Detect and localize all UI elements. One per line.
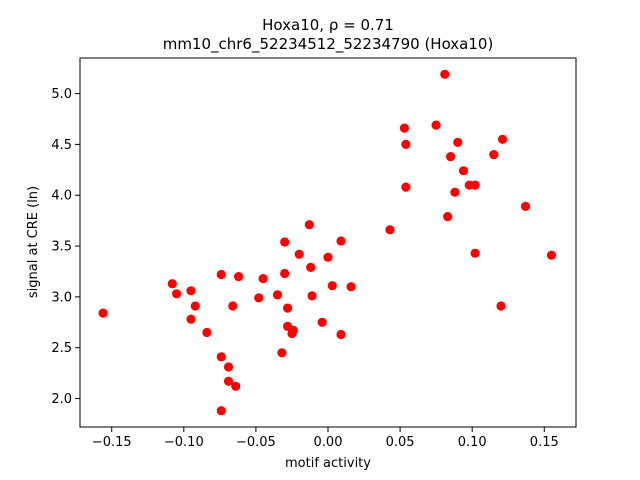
data-point-27 <box>306 262 316 272</box>
data-points <box>98 69 557 416</box>
y-tick-label: 5.0 <box>51 87 72 102</box>
x-tick-label: 0.15 <box>530 435 559 450</box>
data-point-17 <box>272 290 283 300</box>
data-point-49 <box>489 150 499 160</box>
data-point-6 <box>202 327 212 338</box>
data-point-32 <box>336 236 346 246</box>
data-point-25 <box>294 249 304 259</box>
data-point-26 <box>304 220 314 230</box>
data-point-10 <box>223 362 234 372</box>
x-tick-label: −0.15 <box>92 435 132 450</box>
chart-title-line2: mm10_chr6_52234512_52234790 (Hoxa10) <box>163 35 494 54</box>
y-tick-label: 2.5 <box>51 341 72 356</box>
data-point-4 <box>186 314 196 324</box>
chart-title-line1: Hoxa10, ρ = 0.71 <box>262 16 394 34</box>
y-axis-label: signal at CRE (ln) <box>26 186 41 298</box>
data-point-2 <box>172 289 182 299</box>
data-point-15 <box>254 293 264 303</box>
data-point-30 <box>323 252 333 262</box>
x-axis-label: motif activity <box>285 456 371 471</box>
x-tick-label: 0.10 <box>458 435 487 450</box>
data-point-44 <box>453 137 463 147</box>
data-point-20 <box>280 237 290 247</box>
data-point-0 <box>98 308 108 318</box>
data-point-16 <box>258 274 268 284</box>
data-point-14 <box>234 272 244 282</box>
y-tick-label: 4.0 <box>51 189 72 204</box>
data-point-11 <box>223 376 234 386</box>
data-point-12 <box>228 301 238 311</box>
data-point-28 <box>307 291 317 301</box>
x-tick-label: 0.00 <box>314 435 343 450</box>
plot-frame <box>79 57 577 428</box>
data-point-53 <box>546 250 557 260</box>
data-point-22 <box>283 303 293 313</box>
y-tick-label: 2.0 <box>51 392 72 407</box>
data-point-34 <box>346 282 356 292</box>
data-point-38 <box>401 182 411 192</box>
y-tick-label: 4.5 <box>51 138 72 153</box>
data-point-35 <box>385 225 395 235</box>
data-point-47 <box>470 180 480 190</box>
data-point-3 <box>186 286 196 296</box>
data-point-51 <box>497 134 508 144</box>
data-point-33 <box>336 329 346 340</box>
x-tick-label: −0.10 <box>164 435 204 450</box>
x-axis-ticks: −0.15 −0.10 −0.05 0.00 0.05 0.10 0.15 <box>92 427 559 450</box>
x-tick-label: −0.05 <box>236 435 276 450</box>
data-point-41 <box>443 212 453 222</box>
data-point-43 <box>450 187 460 197</box>
data-point-31 <box>327 281 337 291</box>
data-point-8 <box>216 352 226 362</box>
y-axis-ticks: 2.0 2.5 3.0 3.5 4.0 4.5 5.0 <box>51 87 80 407</box>
data-point-50 <box>496 301 506 311</box>
data-point-18 <box>277 348 287 358</box>
data-point-9 <box>216 406 226 416</box>
y-tick-label: 3.5 <box>51 240 72 255</box>
data-point-39 <box>431 120 441 130</box>
data-point-36 <box>399 123 409 133</box>
data-point-29 <box>317 317 327 327</box>
data-point-45 <box>458 166 469 176</box>
data-point-24 <box>288 325 298 335</box>
data-point-7 <box>216 269 226 280</box>
data-point-40 <box>440 69 450 79</box>
data-point-42 <box>446 152 456 162</box>
data-point-1 <box>167 279 177 289</box>
data-point-52 <box>520 201 531 211</box>
data-point-19 <box>280 268 290 279</box>
data-point-37 <box>401 139 411 149</box>
x-tick-label: 0.05 <box>386 435 415 450</box>
data-point-13 <box>231 381 241 391</box>
data-point-48 <box>470 248 480 258</box>
y-tick-label: 3.0 <box>51 290 72 305</box>
data-point-5 <box>190 301 200 311</box>
